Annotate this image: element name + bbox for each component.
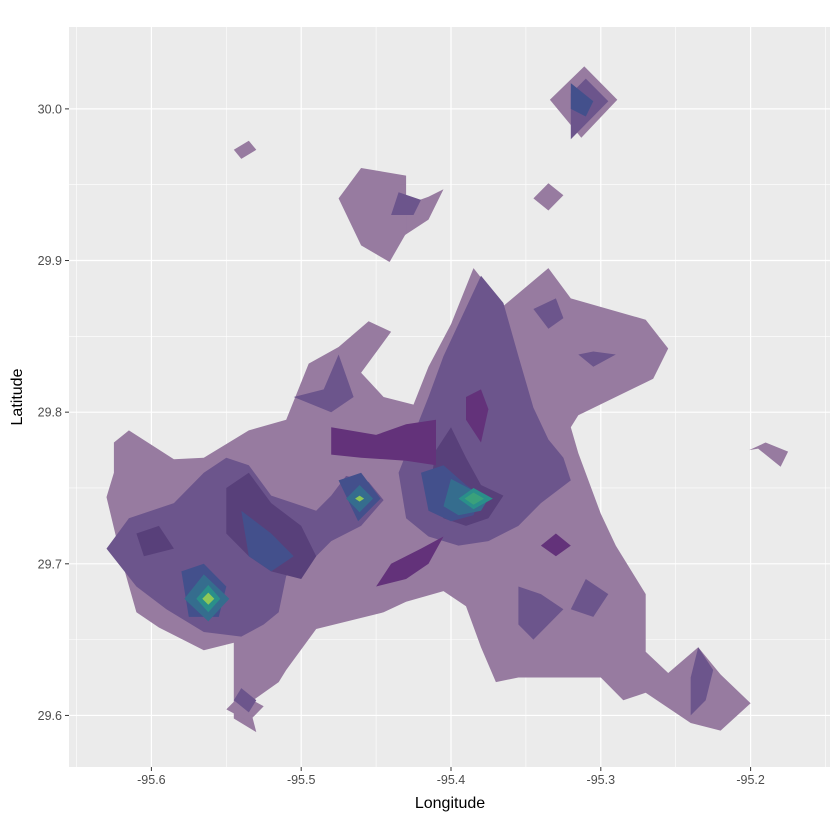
y-tick-label: 30.0 bbox=[38, 102, 62, 116]
density-region-level-2 bbox=[136, 525, 174, 557]
density-region-level-3 bbox=[466, 389, 489, 443]
density-region-level-0 bbox=[749, 442, 789, 467]
x-axis-title: Longitude bbox=[415, 795, 485, 812]
x-tick-label: -95.3 bbox=[587, 773, 616, 787]
y-tick-label: 29.6 bbox=[38, 709, 62, 723]
density-region-level-1 bbox=[690, 647, 714, 716]
density-region-level-8 bbox=[355, 495, 365, 502]
density-region-level-1 bbox=[293, 354, 354, 413]
density-region-level-3 bbox=[540, 533, 571, 557]
y-axis-ticks: 29.6 29.7 29.8 29.9 30.0 bbox=[38, 102, 69, 723]
density-region-level-0 bbox=[533, 183, 564, 211]
x-axis-ticks: -95.6 -95.5 -95.4 -95.3 -95.2 bbox=[137, 767, 765, 787]
density-region-level-1 bbox=[570, 579, 609, 617]
density-region-level-1 bbox=[518, 586, 564, 640]
density-region-level-4 bbox=[241, 510, 294, 572]
y-tick-label: 29.8 bbox=[38, 406, 62, 420]
density-region-level-4 bbox=[570, 83, 594, 117]
density-regions bbox=[106, 66, 789, 733]
density-region-level-3 bbox=[376, 536, 444, 587]
x-tick-label: -95.5 bbox=[287, 773, 316, 787]
density-region-level-7 bbox=[464, 492, 484, 505]
density-region-level-1 bbox=[578, 351, 616, 367]
density-region-level-1 bbox=[533, 298, 564, 329]
density-region-level-3 bbox=[331, 419, 436, 466]
y-axis-title: Latitude bbox=[9, 368, 26, 425]
density-region-level-1 bbox=[391, 192, 421, 215]
y-tick-label: 29.9 bbox=[38, 254, 62, 268]
density-region-level-8 bbox=[202, 592, 215, 605]
density-region-level-1 bbox=[233, 688, 257, 713]
density-region-level-0 bbox=[338, 168, 407, 262]
x-tick-label: -95.2 bbox=[736, 773, 765, 787]
density-region-level-0 bbox=[233, 140, 257, 159]
x-tick-label: -95.6 bbox=[137, 773, 166, 787]
y-tick-label: 29.7 bbox=[38, 557, 62, 571]
x-tick-label: -95.4 bbox=[437, 773, 466, 787]
